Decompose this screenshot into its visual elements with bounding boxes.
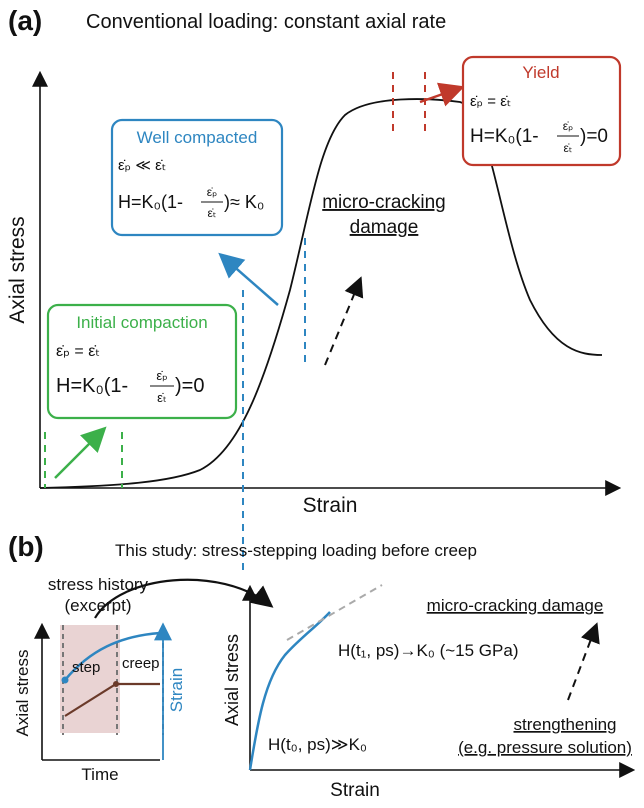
annotation: (e.g. pressure solution) xyxy=(458,738,632,757)
box-well: Well compacted ε̇ₚ ≪ ε̇ₜ H=K₀(1- ε̇ₚ ε̇ₜ… xyxy=(110,118,284,237)
dashed-markers xyxy=(44,72,426,570)
step-label: step xyxy=(72,659,100,676)
y-label: Axial stress xyxy=(222,634,242,726)
box-yield: Yield ε̇ₚ = ε̇ₜ H=K₀(1- ε̇ₚ ε̇ₜ )=0 xyxy=(461,55,622,167)
box-title: Yield xyxy=(522,63,559,82)
point xyxy=(113,681,119,687)
rate: ε̇ₚ ≪ ε̇ₜ xyxy=(118,157,166,174)
stress-strain-curve xyxy=(248,611,331,771)
denominator: ε̇ₜ xyxy=(564,141,573,155)
point xyxy=(61,676,69,684)
annotation: H(t₁, ps)→K₀ (~15 GPa) xyxy=(338,641,518,660)
numerator: ε̇ₚ xyxy=(207,185,218,199)
arrow xyxy=(419,82,465,107)
box-title: Well compacted xyxy=(137,128,258,147)
x-label: Strain xyxy=(303,494,358,517)
highlight xyxy=(60,625,120,733)
rate: ε̇ₚ = ε̇ₜ xyxy=(470,93,511,110)
box-title: Initial compaction xyxy=(76,313,207,332)
arrow xyxy=(54,426,107,479)
strain-curve xyxy=(64,631,161,681)
caption: (excerpt) xyxy=(64,596,131,615)
caption: stress history xyxy=(48,575,149,594)
panel-label: (b) xyxy=(8,531,44,562)
tangent xyxy=(286,584,383,641)
x-label: Time xyxy=(81,765,118,784)
annotation: micro-cracking damage xyxy=(427,596,604,615)
y-label: Axial stress xyxy=(13,650,32,737)
annotation: micro-cracking xyxy=(322,192,446,213)
y-label: Axial stress xyxy=(6,216,29,323)
box-initial: Initial compaction ε̇ₚ = ε̇ₜ H=K₀(1- ε̇ₚ… xyxy=(46,303,238,420)
formula: )≈ K₀ xyxy=(224,192,264,212)
formula: )=0 xyxy=(175,375,204,397)
arrow xyxy=(324,276,364,366)
annotation: H(t₀, ps)≫K₀ xyxy=(268,735,367,754)
arrow xyxy=(218,252,279,306)
stress-strain-curve xyxy=(39,98,603,489)
panel-label: (a) xyxy=(8,5,42,36)
annotation: damage xyxy=(350,217,419,238)
arrow xyxy=(567,622,600,701)
creep-label: creep xyxy=(122,655,160,672)
formula: H=K₀(1- xyxy=(56,375,128,397)
x-label: Strain xyxy=(330,780,380,801)
numerator: ε̇ₚ xyxy=(563,119,574,133)
formula: H=K₀(1- xyxy=(470,126,539,147)
formula: )=0 xyxy=(580,126,608,147)
numerator: ε̇ₚ xyxy=(156,368,167,383)
panel-title: Conventional loading: constant axial rat… xyxy=(86,11,446,33)
formula: H=K₀(1- xyxy=(118,192,183,212)
denominator: ε̇ₜ xyxy=(157,390,167,405)
panel-title: This study: stress-stepping loading befo… xyxy=(115,541,477,560)
y2-label: Strain xyxy=(167,668,186,712)
annotation: strengthening xyxy=(513,715,616,734)
rate: ε̇ₚ = ε̇ₜ xyxy=(56,343,100,360)
denominator: ε̇ₜ xyxy=(208,206,217,220)
